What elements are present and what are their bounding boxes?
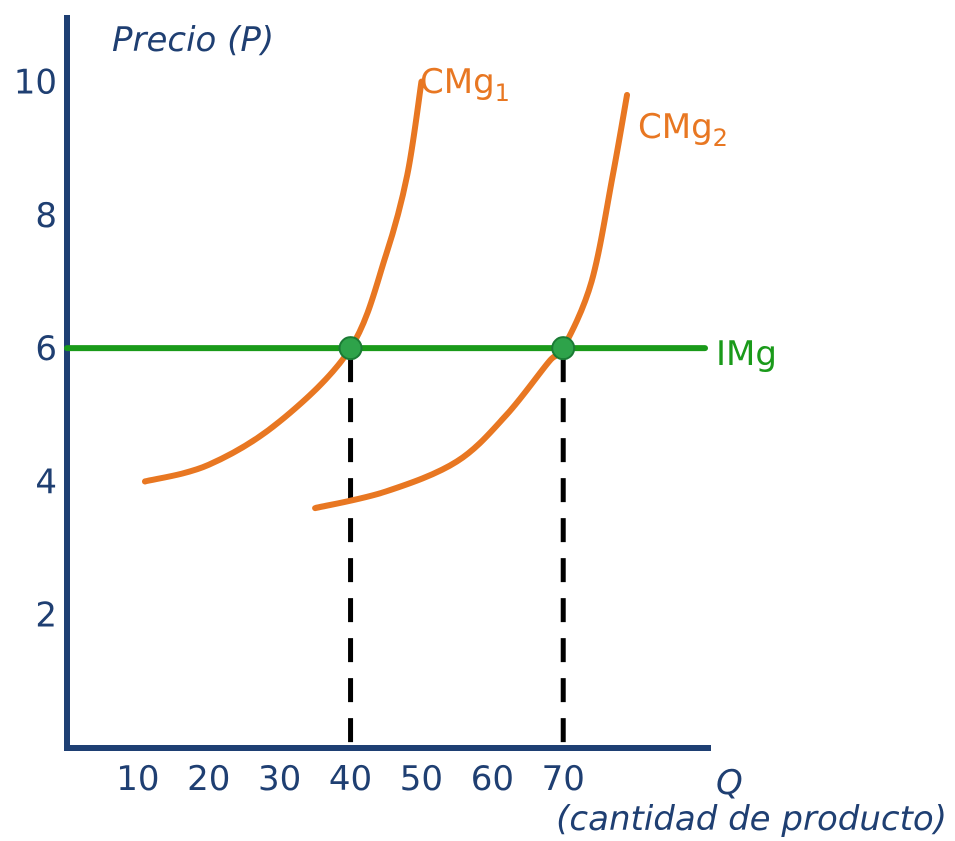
intersection-points — [338, 336, 576, 361]
x-axis-ticks: 10 20 30 40 50 60 70 — [116, 759, 585, 799]
series-line-cmg-1 — [141, 78, 425, 485]
dashed-guides — [348, 358, 566, 748]
x-tick-label-10: 10 — [116, 759, 159, 799]
x-tick-label-70: 70 — [542, 759, 585, 799]
series-label-cmg-2: CMg2 — [638, 107, 728, 152]
series-layer — [64, 78, 708, 512]
series-label-cmg-1: CMg1 — [420, 62, 510, 107]
y-axis-ticks: 2 4 6 8 10 — [14, 63, 57, 636]
series-label-subscript-1: 1 — [495, 79, 510, 107]
x-tick-label-30: 30 — [258, 759, 301, 799]
y-tick-label-4: 4 — [35, 462, 57, 502]
x-tick-label-60: 60 — [471, 759, 514, 799]
y-tick-label-10: 10 — [14, 63, 57, 103]
intersection-point-2 — [551, 336, 576, 361]
y-tick-label-8: 8 — [35, 196, 57, 236]
x-axis-symbol: Q — [716, 763, 743, 803]
x-tick-label-50: 50 — [400, 759, 443, 799]
intersection-point-1 — [338, 336, 363, 361]
series-label-img: IMg — [716, 334, 777, 374]
y-tick-label-2: 2 — [35, 596, 57, 636]
series-line-cmg-2 — [312, 91, 631, 512]
x-tick-label-40: 40 — [329, 759, 372, 799]
series-label-subscript-2: 2 — [713, 124, 728, 152]
y-axis-title: Precio (P) — [112, 20, 274, 60]
x-tick-label-20: 20 — [187, 759, 230, 799]
series-labels: CMg1 CMg2 IMg — [420, 62, 777, 374]
x-axis-description: (cantidad de producto) — [556, 799, 947, 839]
y-tick-label-6: 6 — [35, 329, 57, 369]
